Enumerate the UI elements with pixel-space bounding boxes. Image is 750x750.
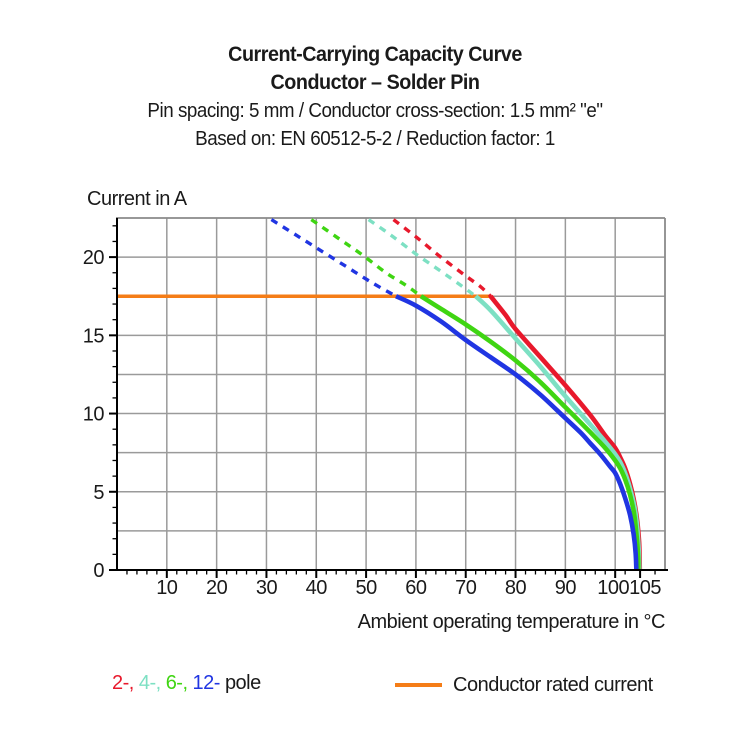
svg-text:10: 10 [83, 404, 105, 426]
svg-text:60: 60 [405, 577, 427, 599]
title-block: Current-Carrying Capacity Curve Conducto… [23, 41, 728, 153]
chart-conditions-line1: Pin spacing: 5 mm / Conductor cross-sect… [147, 100, 603, 122]
y-axis-title: Current in A [87, 188, 187, 210]
svg-text:105: 105 [629, 577, 661, 599]
x-axis-title: Ambient operating temperature in °C [357, 611, 666, 633]
svg-text:5: 5 [93, 482, 104, 504]
chart-conditions-line2: Based on: EN 60512-5-2 / Reduction facto… [195, 128, 555, 150]
svg-text:20: 20 [206, 577, 228, 599]
legend-pole-label: pole [224, 672, 261, 694]
svg-text:100: 100 [597, 577, 629, 599]
chart-title-line2: Conductor – Solder Pin [270, 71, 480, 94]
legend-pole-label: 2-, [112, 672, 134, 694]
rated-current-label: Conductor rated current [453, 673, 653, 696]
svg-text:40: 40 [306, 577, 328, 599]
svg-text:0: 0 [93, 560, 104, 582]
svg-text:30: 30 [256, 577, 278, 599]
legend-pole-label: 6-, [165, 672, 188, 694]
chart-title-line1: Current-Carrying Capacity Curve [228, 43, 522, 66]
svg-text:20: 20 [83, 247, 105, 269]
svg-text:50: 50 [355, 577, 377, 599]
legend-pole-label: 12- [192, 672, 221, 694]
svg-text:80: 80 [505, 577, 527, 599]
svg-text:15: 15 [83, 325, 105, 347]
svg-text:90: 90 [555, 577, 577, 599]
legend-poles: 2-, 4-, 6-, 12- pole [112, 672, 266, 695]
svg-text:70: 70 [455, 577, 477, 599]
legend-rated-current: Conductor rated current [395, 672, 653, 698]
rated-current-swatch [395, 683, 442, 687]
svg-text:10: 10 [156, 577, 178, 599]
legend-pole-label: 4-, [138, 672, 161, 694]
